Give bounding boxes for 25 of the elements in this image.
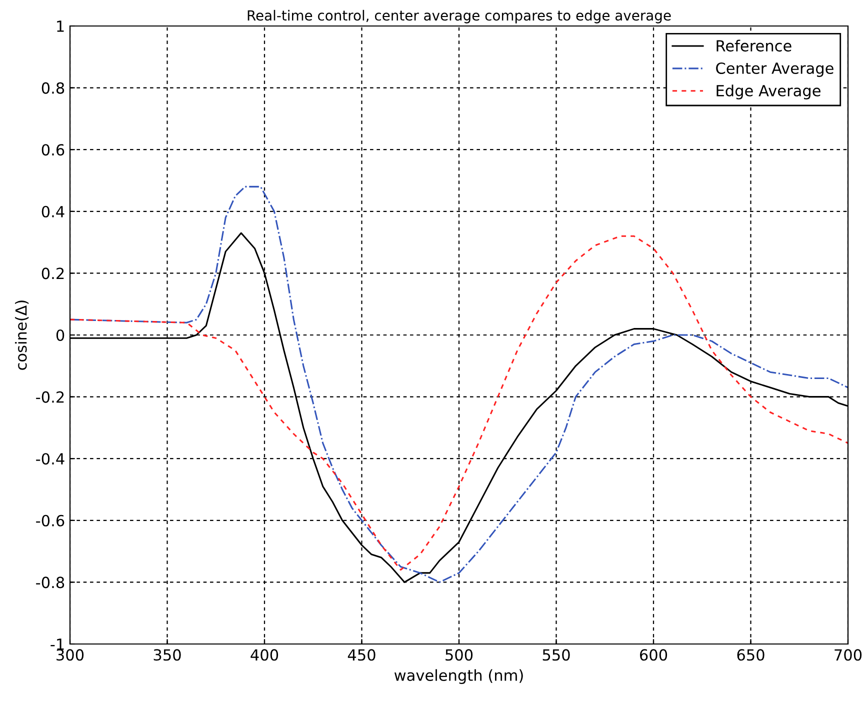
x-axis-title: wavelength (nm)	[394, 669, 523, 684]
y-tick-label: -0.8	[36, 576, 64, 588]
y-axis-title: cosine(Δ)	[14, 300, 29, 370]
chart-title: Real-time control, center average compares to edge average	[248, 10, 671, 24]
legend-label: Reference	[716, 40, 792, 52]
x-tick-label: 500	[446, 649, 473, 661]
x-tick-label: 700	[834, 649, 862, 661]
y-tick-label: -0.4	[36, 453, 64, 465]
y-tick-label: -0.6	[36, 514, 64, 526]
y-tick-label: 0.4	[42, 206, 64, 218]
x-tick-label: 300	[56, 649, 84, 661]
x-tick-label: 600	[640, 649, 668, 661]
y-tick-label: 0.8	[42, 82, 64, 94]
y-tick-label: -0.2	[36, 391, 64, 403]
x-tick-label: 350	[154, 649, 181, 661]
legend-label: Center Average	[716, 62, 834, 77]
x-tick-label: 550	[542, 649, 570, 661]
y-tick-label: 0.2	[42, 268, 64, 280]
legend-label: Edge Average	[716, 84, 820, 100]
y-tick-label: 0.6	[42, 144, 64, 156]
x-tick-label: 450	[348, 649, 376, 661]
y-tick-label: 1	[57, 20, 64, 32]
x-tick-label: 400	[250, 649, 278, 661]
x-tick-label: 650	[737, 649, 764, 661]
y-tick-label: 0	[56, 329, 64, 342]
